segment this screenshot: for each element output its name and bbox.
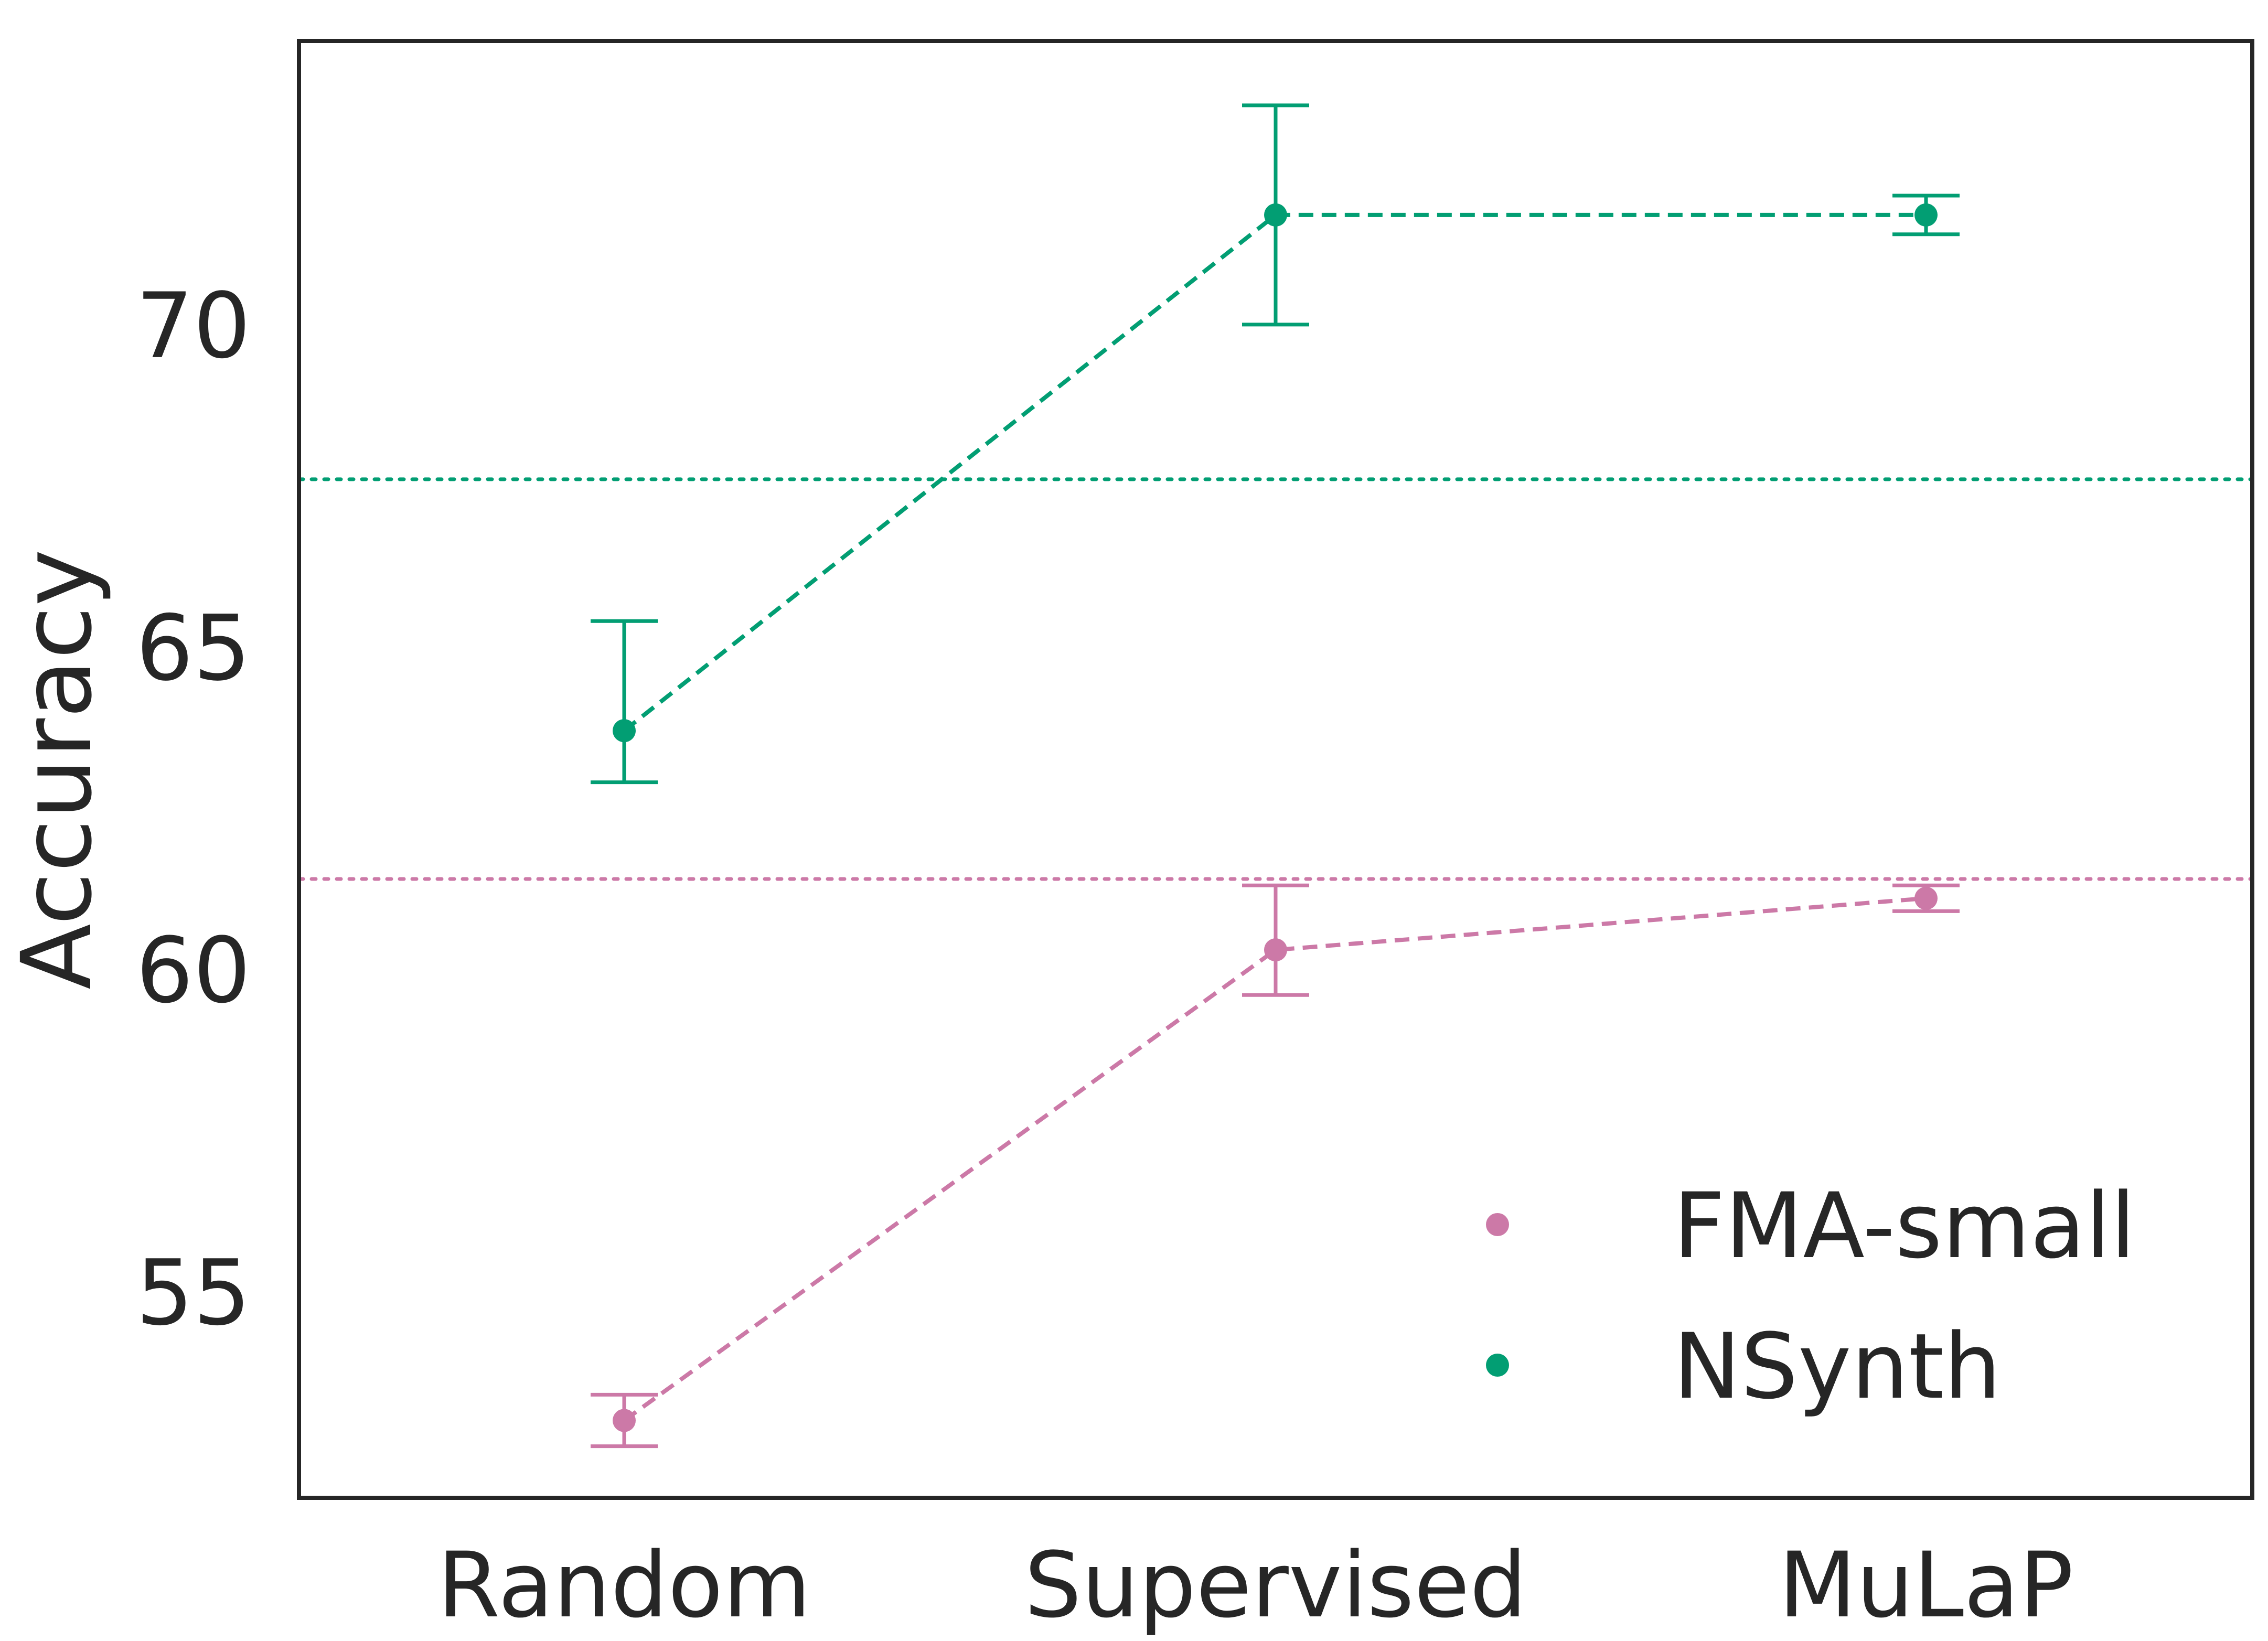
legend-marker-fma-small <box>1486 1213 1509 1236</box>
y-tick-label-70: 70 <box>136 273 251 379</box>
legend-label-fma-small: FMA-small <box>1673 1173 2135 1279</box>
plot-frame <box>297 39 2254 1500</box>
nsynth-errorbar-random <box>591 619 658 785</box>
fma-small-line <box>623 896 1927 1422</box>
nsynth-point-supervised <box>1264 203 1287 227</box>
y-tick-labels: 55 60 65 70 <box>136 273 251 1346</box>
fma-small-point-mulap <box>1914 886 1938 910</box>
legend-label-nsynth: NSynth <box>1673 1314 2001 1419</box>
x-tick-label-random: Random <box>437 1532 811 1638</box>
x-tick-labels: Random Supervised MuLaP <box>437 1532 2073 1638</box>
nsynth-point-random <box>613 719 636 743</box>
y-axis-label: Accuracy <box>1 549 113 990</box>
fma-small-point-random <box>613 1409 636 1432</box>
error-bars <box>591 103 1960 1449</box>
y-tick-label-60: 60 <box>136 918 251 1023</box>
x-tick-label-mulap: MuLaP <box>1779 1532 2073 1638</box>
legend: FMA-small NSynth <box>1486 1173 2135 1419</box>
y-tick-label-55: 55 <box>136 1240 251 1346</box>
legend-marker-nsynth <box>1486 1354 1509 1377</box>
x-tick-label-supervised: Supervised <box>1024 1532 1527 1638</box>
y-tick-label-65: 65 <box>136 595 251 701</box>
data-points <box>613 203 1938 1432</box>
fma-small-point-supervised <box>1264 938 1287 962</box>
baselines <box>297 477 2254 881</box>
nsynth-point-mulap <box>1914 203 1938 227</box>
